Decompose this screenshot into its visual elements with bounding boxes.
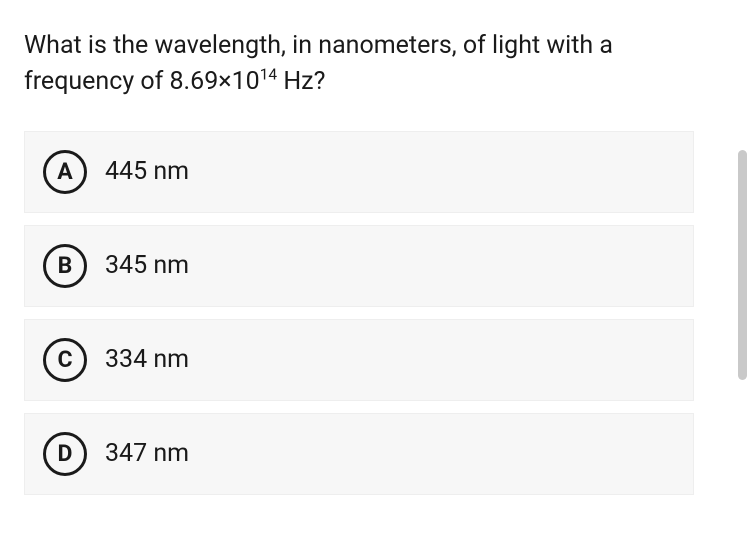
option-text-d: 347 nm — [105, 439, 189, 468]
option-letter-a: A — [43, 150, 87, 194]
option-d[interactable]: D 347 nm — [24, 413, 694, 495]
option-text-c: 334 nm — [105, 345, 189, 374]
quiz-container: What is the wavelength, in nanometers, o… — [0, 0, 718, 515]
option-letter-c: C — [43, 338, 87, 382]
option-c[interactable]: C 334 nm — [24, 319, 694, 401]
scrollbar[interactable] — [738, 150, 747, 380]
question-suffix: Hz? — [277, 67, 325, 96]
options-list: A 445 nm B 345 nm C 334 nm D 347 nm — [24, 131, 694, 495]
option-letter-b: B — [43, 244, 87, 288]
option-letter-d: D — [43, 432, 87, 476]
option-b[interactable]: B 345 nm — [24, 225, 694, 307]
question-text: What is the wavelength, in nanometers, o… — [24, 28, 694, 101]
option-a[interactable]: A 445 nm — [24, 131, 694, 213]
question-exponent: 14 — [260, 66, 277, 84]
option-text-b: 345 nm — [105, 251, 189, 280]
option-text-a: 445 nm — [105, 157, 189, 186]
